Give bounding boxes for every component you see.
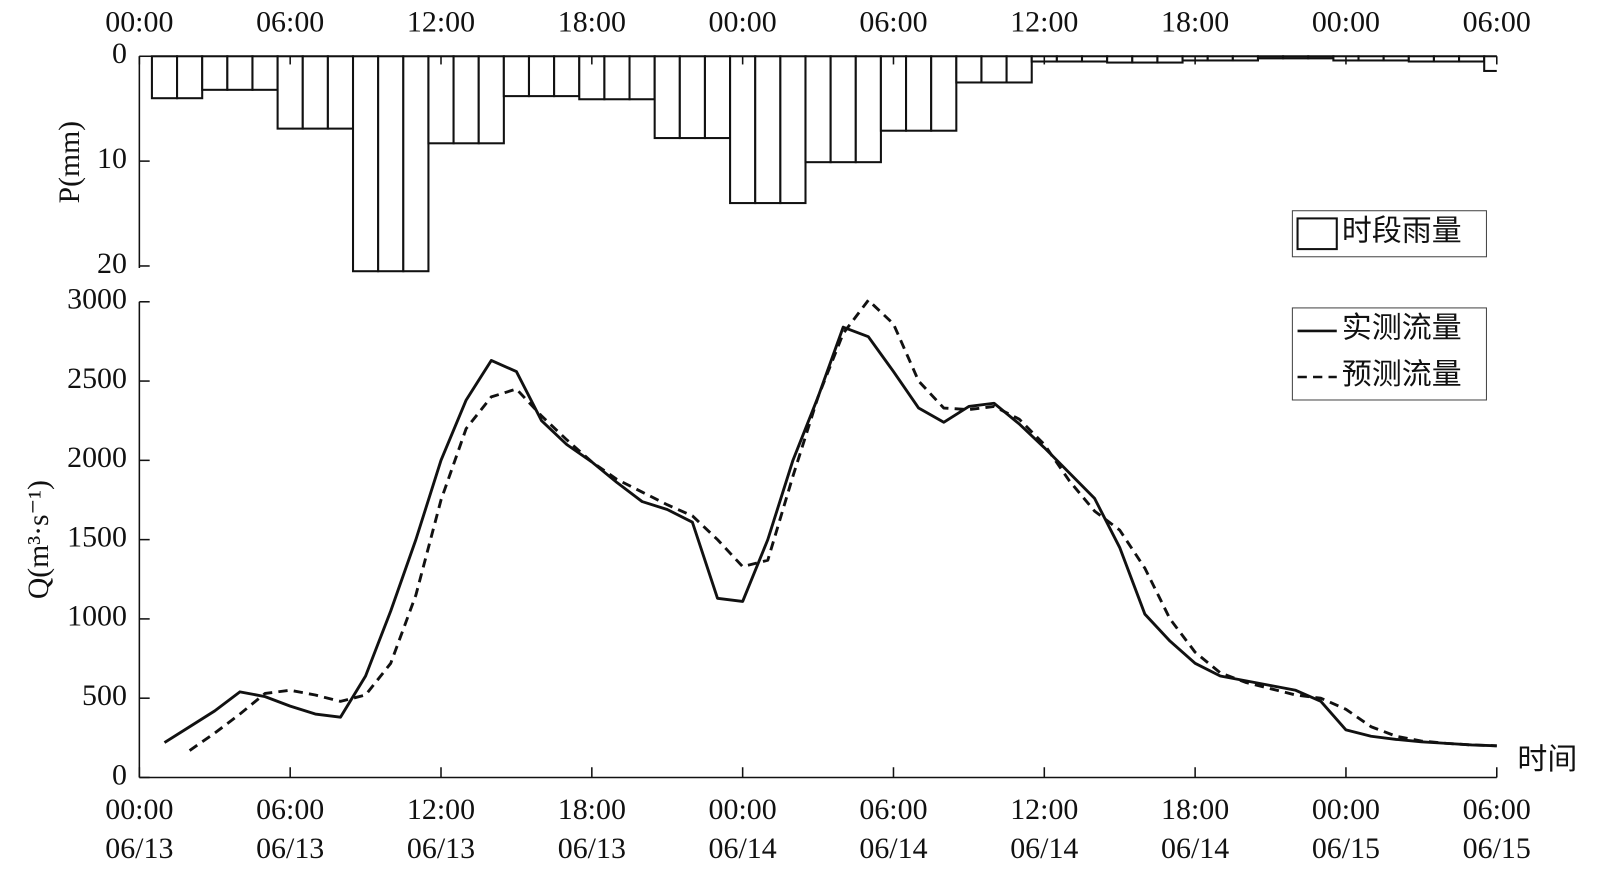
y-tick-label: 0 (112, 37, 127, 70)
y-tick-label: 10 (97, 142, 127, 175)
bar (930, 55, 958, 132)
x-tick-label: 00:00 (709, 793, 777, 826)
bar (1407, 55, 1435, 63)
x-tick-label: 06:00 (859, 5, 927, 38)
y-tick-label: 3000 (67, 283, 127, 316)
bar (1080, 55, 1109, 63)
y-tick-label: 20 (97, 247, 127, 280)
x-tick-label: 00:00 (709, 5, 777, 38)
bar (754, 55, 782, 205)
bar (729, 55, 757, 205)
bar (150, 55, 179, 100)
x-tick-label: 06/14 (709, 832, 777, 865)
x-tick-label: 12:00 (407, 5, 475, 38)
bar (980, 55, 1008, 84)
bar (905, 55, 933, 132)
y-tick-label: 500 (82, 679, 127, 712)
bar (1432, 55, 1461, 63)
x-tick-label: 06/13 (256, 832, 324, 865)
bar (1005, 55, 1033, 84)
y-tick-label: 1500 (67, 521, 127, 554)
y-tick-label: 2500 (67, 362, 127, 395)
bar (1131, 55, 1159, 64)
x-tick-label: 06:00 (256, 793, 324, 826)
x-tick-label: 18:00 (558, 793, 626, 826)
x-tick-label: 06/13 (407, 832, 475, 865)
x-tick-label: 06/15 (1312, 832, 1380, 865)
bar (427, 55, 455, 145)
bar (201, 55, 229, 91)
x-tick-label: 06:00 (859, 793, 927, 826)
bar (1156, 55, 1184, 64)
bar (879, 55, 908, 132)
bar (251, 55, 279, 91)
series-line (163, 325, 1497, 748)
bar (703, 55, 732, 140)
bar (854, 55, 882, 164)
x-tick-label: 12:00 (1010, 5, 1078, 38)
bar (1458, 55, 1486, 63)
x-tick-label: 00:00 (105, 793, 173, 826)
bar (477, 55, 505, 145)
x-tick-label: 06/14 (1010, 832, 1078, 865)
x-tick-label: 18:00 (1161, 793, 1229, 826)
bar (377, 55, 405, 273)
y-tick-label: 2000 (67, 441, 127, 474)
bar (804, 55, 832, 164)
x-tick-label: 00:00 (1312, 5, 1380, 38)
bar (176, 55, 204, 100)
x-tick-label: 18:00 (1161, 5, 1229, 38)
x-tick-label: 06/13 (105, 832, 173, 865)
legend-box (1291, 307, 1487, 401)
x-tick-label: 18:00 (558, 5, 626, 38)
bar (502, 55, 531, 98)
legend-label: 时段雨量 (1342, 215, 1462, 248)
x-tick-label: 00:00 (1312, 793, 1380, 826)
x-tick-label: 06:00 (1463, 793, 1531, 826)
bar (1483, 55, 1497, 72)
legend-label: 预测流量 (1342, 358, 1462, 391)
x-axis-label: 时间 (1517, 743, 1577, 776)
bar (628, 55, 656, 101)
y-axis-label: Q(m³·s⁻¹) (22, 480, 55, 599)
x-tick-label: 06/14 (1161, 832, 1229, 865)
bar (226, 55, 254, 91)
bar (452, 55, 480, 145)
series-line (188, 298, 1497, 752)
bar (653, 55, 681, 140)
bar (276, 55, 304, 130)
bar (301, 55, 329, 130)
bar (603, 55, 631, 101)
bar (351, 55, 380, 273)
bar (829, 55, 857, 164)
x-tick-label: 06/13 (558, 832, 626, 865)
y-tick-label: 0 (112, 758, 127, 791)
bar (527, 55, 556, 98)
x-tick-label: 12:00 (407, 793, 475, 826)
bar (1055, 55, 1084, 63)
x-tick-label: 06/14 (859, 832, 927, 865)
bar (678, 55, 706, 140)
bar (779, 55, 807, 205)
legend-swatch (1296, 217, 1338, 251)
x-tick-label: 12:00 (1010, 793, 1078, 826)
legend-label: 实测流量 (1342, 312, 1462, 345)
bar (553, 55, 581, 98)
y-axis-label: P(mm) (53, 121, 86, 203)
x-tick-label: 06:00 (1463, 5, 1531, 38)
bar (1106, 55, 1134, 64)
x-tick-label: 00:00 (105, 5, 173, 38)
x-tick-label: 06/15 (1463, 832, 1531, 865)
x-tick-label: 06:00 (256, 5, 324, 38)
y-tick-label: 1000 (67, 600, 127, 633)
bar (326, 55, 355, 130)
bar (402, 55, 430, 273)
bar (955, 55, 983, 84)
